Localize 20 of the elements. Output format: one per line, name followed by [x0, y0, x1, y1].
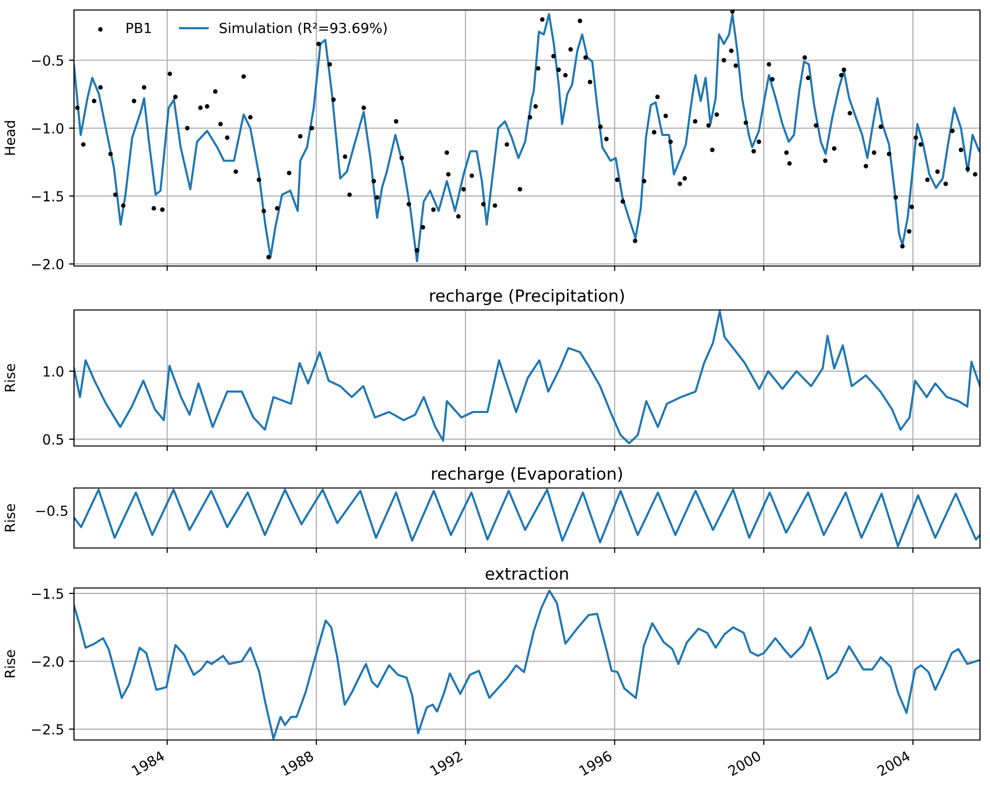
y-tick-label: −2.5: [32, 724, 64, 735]
y-axis-title: Rise: [4, 364, 16, 392]
legend-label: PB1: [126, 22, 151, 34]
y-tick-label: −2.0: [32, 258, 64, 270]
y-tick-label: −1.5: [32, 588, 64, 599]
line-series: [74, 590, 980, 740]
y-axis-title: Head: [4, 121, 16, 155]
y-tick-label: 0.5: [43, 434, 64, 445]
y-tick-label: 1.0: [44, 366, 64, 377]
y-tick-label: −2.0: [32, 656, 64, 667]
legend-label: Simulation (R²=93.69%): [220, 22, 387, 35]
chart-title: recharge (Evaporation): [432, 467, 622, 484]
line-series: [74, 310, 980, 444]
y-axis-title: Rise: [4, 650, 16, 678]
chart-title: extraction: [486, 567, 568, 580]
y-tick-label: −0.5: [32, 55, 64, 66]
y-axis-title: Rise: [4, 504, 16, 532]
y-tick-label: −1.0: [32, 123, 64, 134]
y-tick-label: −1.5: [32, 191, 64, 202]
chart-title: recharge (Precipitation): [430, 289, 624, 306]
